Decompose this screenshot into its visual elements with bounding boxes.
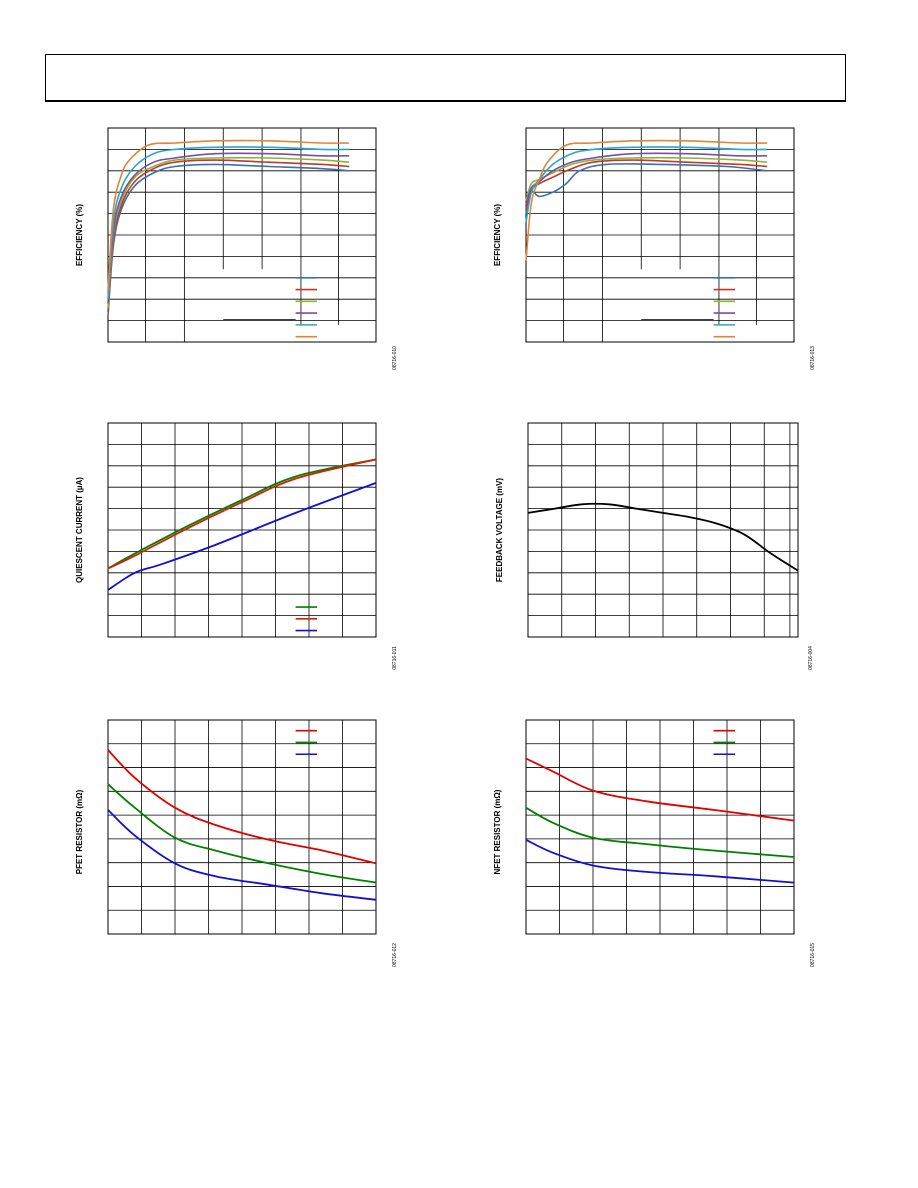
- series-line-1: [107, 749, 377, 865]
- figure-code: 08716-011: [392, 646, 398, 670]
- feedback-voltage-chart: FEEDBACK VOLTAGE (mV) 08716-004: [495, 422, 814, 670]
- series-line-1: [107, 163, 350, 317]
- series-line-6: [525, 139, 768, 261]
- series-line-4: [107, 152, 350, 304]
- chart-legend: [641, 277, 736, 338]
- series-line-3: [107, 156, 350, 308]
- series-line-3: [107, 809, 377, 901]
- series-line-3: [107, 482, 377, 591]
- series-line-6: [107, 139, 350, 291]
- series-line-1: [525, 757, 795, 822]
- series-line-1: [527, 502, 799, 572]
- series-line-5: [107, 146, 350, 300]
- y-axis-label: PFET RESISTOR (mΩ): [75, 789, 84, 874]
- figure-code: 08716-013: [810, 346, 816, 370]
- page-header-box: [45, 54, 846, 102]
- series-line-1: [525, 163, 768, 214]
- series-line-2: [107, 159, 350, 313]
- figure-code: 08716-004: [808, 646, 814, 670]
- efficiency-chart-2: EFFICIENCY (%) 08716-013: [493, 127, 816, 370]
- efficiency-chart-1: EFFICIENCY (%) 08716-010: [75, 127, 398, 370]
- series-line-2: [525, 806, 795, 858]
- y-axis-label: QUIESCENT CURRENT (µA): [75, 477, 84, 583]
- series-line-1: [107, 458, 377, 570]
- figure-code: 08716-012: [392, 943, 398, 967]
- series-line-3: [525, 838, 795, 884]
- figure-code: 08716-015: [810, 943, 816, 967]
- quiescent-current-chart: QUIESCENT CURRENT (µA) 08716-011: [75, 422, 398, 670]
- series-line-3: [525, 156, 768, 202]
- pfet-resistor-chart: PFET RESISTOR (mΩ) 08716-012: [75, 719, 398, 967]
- y-axis-label: FEEDBACK VOLTAGE (mV): [495, 478, 504, 582]
- chart-legend: [223, 277, 318, 338]
- y-axis-label: EFFICIENCY (%): [493, 204, 502, 266]
- y-axis-label: EFFICIENCY (%): [75, 204, 84, 266]
- y-axis-label: NFET RESISTOR (mΩ): [493, 789, 502, 874]
- series-line-5: [525, 146, 768, 223]
- nfet-resistor-chart: NFET RESISTOR (mΩ) 08716-015: [493, 719, 816, 967]
- chart-legend: [713, 729, 736, 756]
- chart-legend: [295, 606, 318, 632]
- series-line-2: [107, 783, 377, 884]
- series-line-2: [107, 458, 377, 570]
- chart-legend: [295, 729, 318, 756]
- figure-code: 08716-010: [392, 346, 398, 370]
